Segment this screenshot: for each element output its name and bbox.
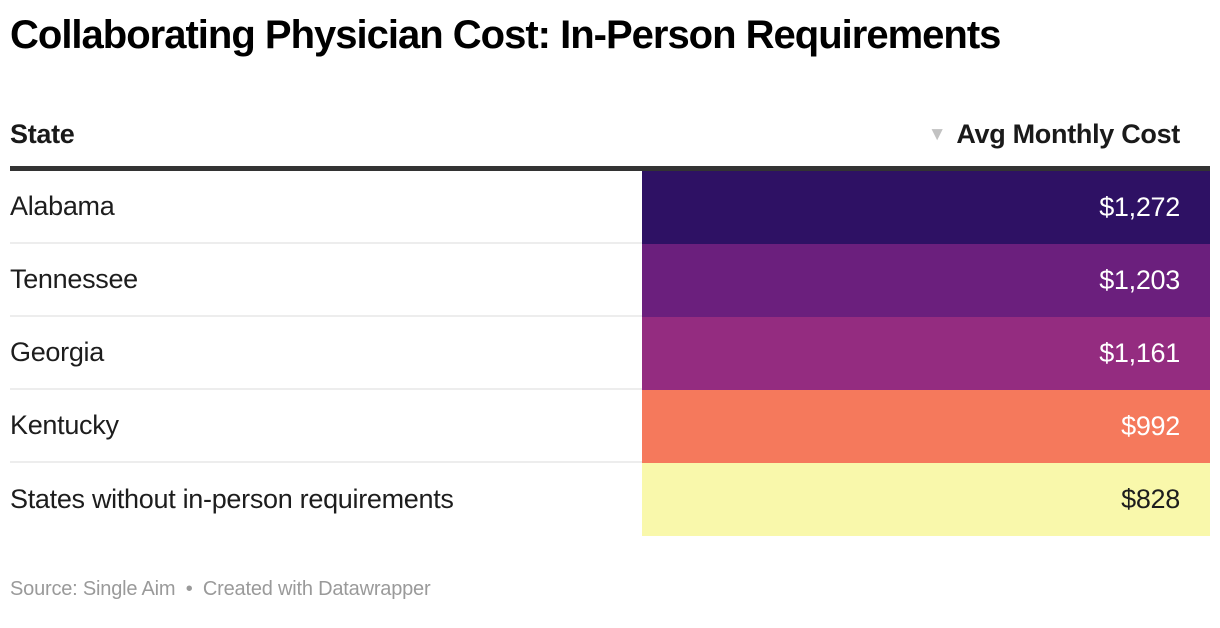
state-cell: Tennessee	[10, 244, 642, 317]
state-cell: States without in-person requirements	[10, 463, 642, 536]
table-row: Alabama $1,272	[10, 171, 1210, 244]
value-cell: $992	[642, 390, 1210, 463]
state-cell: Alabama	[10, 171, 642, 244]
chart-container: Collaborating Physician Cost: In-Person …	[0, 12, 1220, 601]
footer-separator: •	[185, 578, 193, 600]
state-cell: Kentucky	[10, 390, 642, 463]
table-header-row: State ▼ Avg Monthly Cost	[10, 58, 1210, 171]
column-header-state[interactable]: State	[10, 119, 75, 149]
state-cell: Georgia	[10, 317, 642, 390]
value-cell: $1,161	[642, 317, 1210, 390]
column-header-label: Avg Monthly Cost	[956, 119, 1180, 149]
value-cell: $1,272	[642, 171, 1210, 244]
sort-descending-icon[interactable]: ▼	[927, 123, 947, 145]
chart-footer: Source: Single Aim • Created with Datawr…	[10, 578, 1210, 601]
table-row: Tennessee $1,203	[10, 244, 1210, 317]
attribution-link[interactable]: Created with Datawrapper	[202, 578, 431, 600]
value-cell: $1,203	[642, 244, 1210, 317]
table-row: Kentucky $992	[10, 390, 1210, 463]
source-text[interactable]: Source: Single Aim	[10, 578, 176, 600]
table-row: Georgia $1,161	[10, 317, 1210, 390]
table-row: States without in-person requirements $8…	[10, 463, 1210, 536]
column-header-avg-monthly-cost[interactable]: ▼ Avg Monthly Cost	[928, 119, 1210, 150]
table-body: Alabama $1,272 Tennessee $1,203 Georgia …	[10, 171, 1210, 536]
chart-title: Collaborating Physician Cost: In-Person …	[10, 13, 1001, 57]
value-cell: $828	[642, 463, 1210, 536]
